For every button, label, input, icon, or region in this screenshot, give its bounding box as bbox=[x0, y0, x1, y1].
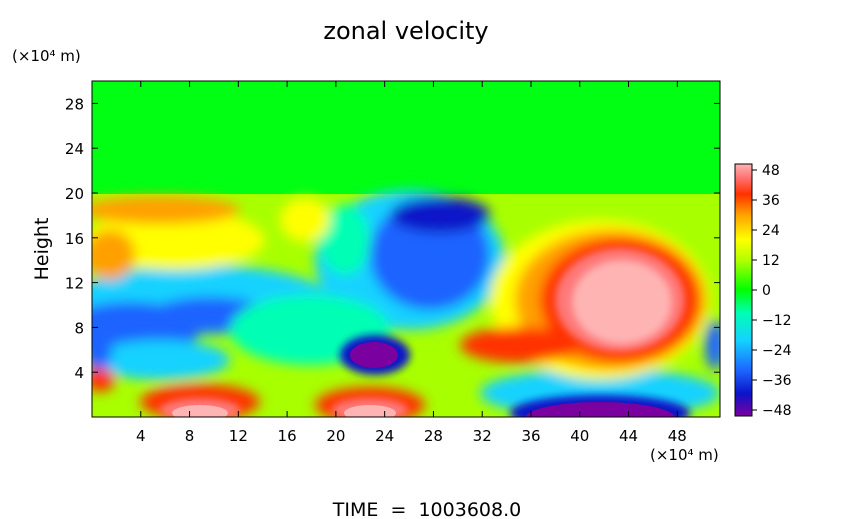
y-tick-label: 4 bbox=[74, 364, 84, 382]
y-tick-label: 28 bbox=[65, 95, 84, 113]
colorbar-ticks: 48 36 24 12 0 −12 −24 −36 −48 bbox=[752, 163, 792, 419]
x-tick-label: 36 bbox=[521, 427, 540, 445]
x-axis-unit: (×10⁴ m) bbox=[650, 446, 719, 464]
x-tick-label: 44 bbox=[619, 427, 638, 445]
x-axis: 4 8 12 16 20 24 28 32 36 40 44 48 bbox=[136, 81, 687, 445]
y-tick-label: 8 bbox=[74, 319, 84, 337]
x-tick-label: 32 bbox=[473, 427, 492, 445]
x-tick-label: 8 bbox=[185, 427, 195, 445]
colorbar-tick-label: 24 bbox=[762, 223, 780, 239]
y-axis-unit: (×10⁴ m) bbox=[12, 47, 81, 65]
colorbar-tick-label: −12 bbox=[762, 313, 792, 329]
y-tick-label: 20 bbox=[65, 185, 84, 203]
colorbar bbox=[734, 163, 753, 417]
upper-layer-region bbox=[92, 81, 720, 194]
colorbar-tick-label: −36 bbox=[762, 373, 792, 389]
positive-core-lower-mid bbox=[344, 405, 396, 417]
plot-frame bbox=[91, 80, 721, 418]
y-tick-label: 16 bbox=[65, 230, 84, 248]
colorbar-tick-label: 36 bbox=[762, 193, 780, 209]
y-axis: 4 8 12 16 20 24 28 bbox=[65, 95, 720, 382]
negative-core-mid bbox=[350, 342, 398, 368]
colorbar-tick-label: −24 bbox=[762, 343, 792, 359]
time-footer: TIME = 1003608.0 bbox=[332, 499, 521, 519]
positive-core-lower-left bbox=[172, 405, 228, 417]
negative-core-bottom bbox=[525, 402, 675, 417]
colorbar-tick-label: 0 bbox=[762, 283, 771, 299]
y-axis-label: Height bbox=[31, 218, 53, 281]
x-tick-label: 4 bbox=[136, 427, 146, 445]
x-tick-label: 20 bbox=[326, 427, 345, 445]
chart-title: zonal velocity bbox=[323, 17, 488, 45]
positive-jet-core bbox=[572, 260, 672, 344]
y-tick-label: 24 bbox=[65, 140, 84, 158]
x-tick-label: 48 bbox=[668, 427, 687, 445]
colorbar-tick-label: −48 bbox=[762, 403, 792, 419]
x-tick-label: 24 bbox=[375, 427, 394, 445]
x-tick-label: 28 bbox=[424, 427, 443, 445]
x-tick-label: 16 bbox=[278, 427, 297, 445]
colorbar-tick-label: 12 bbox=[762, 253, 780, 269]
x-tick-label: 12 bbox=[229, 427, 248, 445]
colorbar-tick-label: 48 bbox=[762, 163, 780, 179]
heatmap-field bbox=[92, 81, 720, 417]
y-tick-label: 12 bbox=[65, 275, 84, 293]
x-tick-label: 40 bbox=[570, 427, 589, 445]
